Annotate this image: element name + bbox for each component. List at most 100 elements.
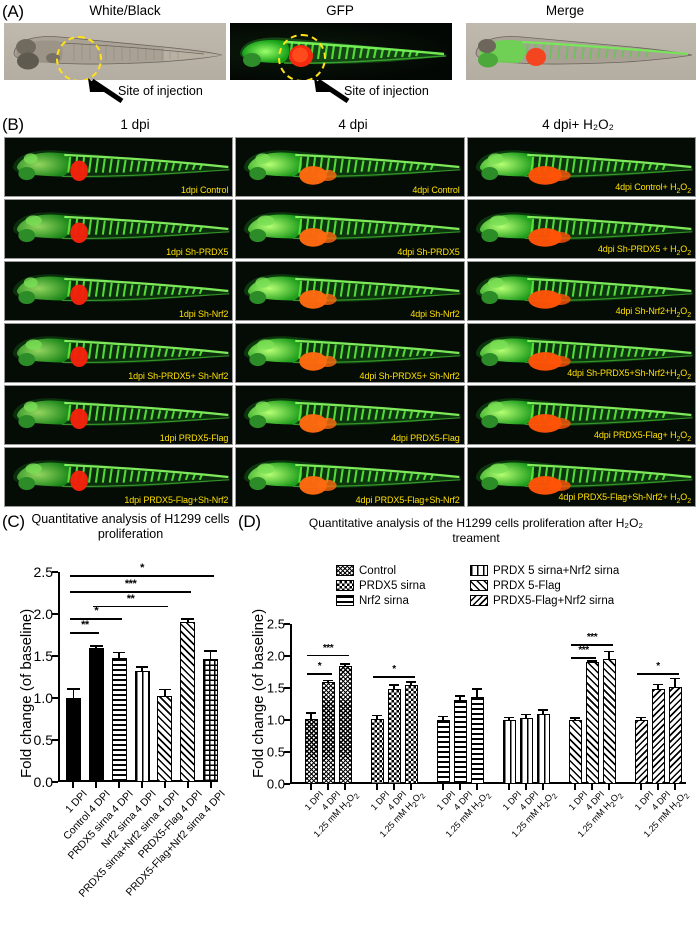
bar: [536, 713, 550, 784]
bar: [180, 622, 196, 782]
panel-d-letter: (D): [238, 512, 261, 531]
panel-b-image-cell: 4dpi Sh-Nrf2: [235, 261, 465, 321]
legend-label: PRDX5 sirna: [359, 579, 426, 592]
panel-b-image-cell: 4dpi Sh-PRDX5+Sh-Nrf2+H2O2: [466, 323, 696, 383]
bar: [470, 696, 484, 784]
x-tick-mark: [327, 784, 329, 790]
x-tick-mark: [674, 784, 676, 790]
error-bar-cap: [322, 679, 334, 682]
significance-label: ***: [322, 642, 334, 654]
panel-b-cell-caption: 4dpi Sh-PRDX5+ Sh-Nrf2: [359, 371, 460, 381]
panel-a-annotation-0: Site of injection: [118, 84, 203, 98]
y-tick-mark: [52, 655, 58, 657]
panel-b-image-cell: 4dpi Control+ H2O2: [466, 137, 696, 197]
error-bar: [459, 695, 461, 700]
panel-a-image-gfp: [230, 23, 452, 80]
panel-b-image-cell: 1dpi Sh-PRDX5+ Sh-Nrf2: [4, 323, 234, 383]
significance-label: *: [94, 605, 99, 618]
panel-b-cell-caption: 1dpi Sh-Nrf2: [179, 309, 229, 319]
panel-a-letter: (A): [2, 2, 24, 21]
zebrafish-brightfield: [4, 23, 226, 80]
panel-b-cell-caption: 4dpi PRDX5-Flag: [391, 433, 460, 443]
error-bar-cap: [204, 650, 217, 652]
error-bar: [376, 714, 378, 720]
bar: [370, 719, 384, 784]
error-bar-cap: [135, 666, 149, 668]
legend-swatch: [470, 580, 488, 591]
significance-line: [93, 605, 168, 608]
panel-b-cell-caption: 1dpi Sh-PRDX5: [166, 247, 229, 257]
x-tick-mark: [141, 782, 143, 788]
significance-line: [571, 644, 613, 647]
injection-site-circle-gfp: [278, 34, 326, 80]
error-bar: [186, 618, 189, 623]
panel-b-cell-caption: 4dpi Control+ H2O2: [615, 182, 691, 195]
y-tick-label: 1.5: [33, 648, 53, 664]
y-tick-mark: [52, 781, 58, 783]
error-bar: [442, 715, 444, 720]
significance-line: [70, 575, 214, 577]
error-bar-cap: [520, 713, 532, 716]
error-bar-cap: [586, 660, 598, 663]
panel-c-title: Quantitative analysis of H1299 cells pro…: [31, 512, 230, 541]
x-tick-mark: [591, 784, 593, 790]
panel-b-cell-caption: 4dpi Sh-PRDX5 + H2O2: [597, 244, 691, 257]
panel-b-image-cell: 4dpi PRDX5-Flag+ H2O2: [466, 385, 696, 445]
panel-a: (A) White/Black GFP Merge Site of inject: [0, 0, 700, 115]
error-bar-cap: [67, 687, 80, 690]
y-tick-mark: [284, 623, 290, 625]
bar: [634, 720, 648, 784]
panel-d-legend: Control PRDX 5 sirna+Nrf2 sirna PRDX5 sirn…: [336, 563, 696, 608]
error-bar-cap: [371, 714, 383, 717]
panel-a-column-title-2: Merge: [545, 3, 585, 18]
y-tick-mark: [52, 613, 58, 615]
panel-d-x-axis-label: 1 DPI: [368, 789, 392, 813]
x-tick-mark: [640, 784, 642, 790]
significance-line: [307, 654, 349, 657]
significance-line: [373, 676, 415, 679]
panel-b-cell-caption: 4dpi Sh-PRDX5+Sh-Nrf2+H2O2: [567, 368, 691, 381]
bar: [568, 720, 582, 784]
error-bar: [657, 683, 659, 690]
bar: [157, 696, 173, 782]
significance-line: [571, 657, 596, 659]
bar: [519, 718, 533, 784]
error-bar-cap: [669, 677, 681, 680]
error-bar: [542, 709, 544, 714]
y-tick-label: 2.0: [33, 606, 53, 622]
significance-label: ***: [124, 578, 137, 591]
x-tick-mark: [608, 784, 610, 790]
panel-b-image-cell: 4dpi Sh-Nrf2+H2O2: [466, 261, 696, 321]
x-tick-mark: [376, 784, 378, 790]
panel-b-image-cell: 4dpi PRDX5-Flag+Sh-Nrf2: [235, 447, 465, 507]
significance-label: *: [317, 661, 322, 673]
legend-swatch: [470, 595, 488, 606]
error-bar-cap: [158, 688, 172, 691]
significance-label: **: [126, 592, 135, 605]
x-tick-mark: [476, 784, 478, 790]
bar: [651, 689, 665, 784]
y-tick-mark: [52, 697, 58, 699]
panel-d: (D) Quantitative analysis of the H1299 c…: [236, 510, 700, 925]
panel-b-column-title-2: 4 dpi+ H₂O₂: [542, 117, 614, 132]
y-tick-label: 0.0: [266, 776, 285, 792]
x-tick-mark: [186, 782, 189, 788]
legend-label: PRDX 5-Flag: [493, 579, 561, 592]
panel-a-annotation-1: Site of injection: [344, 84, 429, 98]
y-tick-mark: [284, 783, 290, 785]
panel-b-image-cell: 4dpi Control: [235, 137, 465, 197]
panel-c-plot-area: 0.0 0.5 1.0 1.5 2.0 2.5 ** * ** *** *: [34, 562, 219, 790]
panel-b-cell-caption: 4dpi Sh-Nrf2+H2O2: [615, 306, 691, 319]
significance-line: [70, 618, 123, 620]
bar: [502, 720, 516, 784]
bar: [134, 671, 150, 782]
panel-d-x-axis-label: 1 DPI: [434, 789, 458, 813]
panel-d-legend-item: PRDX5-Flag+Nrf2 sirna: [470, 593, 696, 608]
x-tick-mark: [410, 784, 412, 790]
error-bar: [118, 651, 120, 658]
bar: [602, 658, 616, 784]
error-bar: [141, 666, 143, 672]
error-bar-cap: [471, 688, 483, 690]
significance-label: *: [392, 664, 396, 676]
panel-c-letter: (C): [2, 512, 25, 531]
